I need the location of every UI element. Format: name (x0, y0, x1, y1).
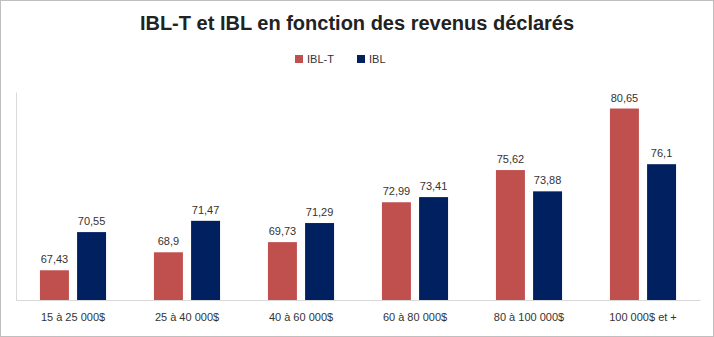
data-label: 72,99 (383, 185, 411, 197)
legend-label: IBL (369, 53, 386, 65)
bar (533, 191, 562, 300)
data-label: 70,55 (78, 215, 106, 227)
x-tick: 25 à 40 000$ (155, 311, 219, 323)
data-label: 73,88 (534, 174, 562, 186)
x-tick-label: 40 à 60 000$ (269, 311, 333, 323)
chart-container: IBL-T et IBL en fonction des revenus déc… (0, 0, 714, 337)
x-tick-label: 60 à 80 000$ (383, 311, 447, 323)
x-tick: 15 à 25 000$ (41, 311, 105, 323)
legend-swatch (295, 55, 303, 63)
data-labels: 67,43 68,9 69,73 72,99 75,62 80,65 70,55 71,47 7… (41, 92, 673, 266)
bars (40, 109, 676, 300)
bar (40, 270, 69, 300)
y-axis-line (16, 93, 17, 301)
plot: 67,43 68,9 69,73 72,99 75,62 80,65 70,55 71,47 7… (17, 92, 701, 323)
data-label: 73,41 (420, 180, 448, 192)
bar (496, 170, 525, 300)
chart-title: IBL-T et IBL en fonction des revenus déc… (140, 12, 574, 34)
legend: IBL-T IBL (295, 53, 386, 65)
x-tick: 100 000$ et + (609, 311, 677, 323)
data-label: 71,47 (192, 204, 220, 216)
x-tick-label: 100 000$ et + (609, 311, 677, 323)
chart-svg: IBL-T et IBL en fonction des revenus déc… (0, 0, 714, 337)
x-tick: 80 à 100 000$ (494, 311, 564, 323)
bar (610, 109, 639, 300)
x-tick: 60 à 80 000$ (383, 311, 447, 323)
data-label: 69,73 (269, 225, 297, 237)
data-label: 68,9 (158, 235, 179, 247)
bar (382, 202, 411, 300)
data-label: 75,62 (497, 153, 525, 165)
x-tick-label: 25 à 40 000$ (155, 311, 219, 323)
x-tick-label: 15 à 25 000$ (41, 311, 105, 323)
x-axis-line (17, 300, 701, 301)
data-label: 80,65 (611, 92, 639, 104)
x-tick: 40 à 60 000$ (269, 311, 333, 323)
bar (268, 242, 297, 300)
bar (305, 223, 334, 300)
bar (77, 232, 106, 300)
data-label: 71,29 (306, 206, 334, 218)
bar (191, 221, 220, 300)
bar (154, 252, 183, 300)
data-label: 67,43 (41, 253, 69, 265)
legend-label: IBL-T (307, 53, 334, 65)
x-tick-label: 80 à 100 000$ (494, 311, 564, 323)
x-axis: 15 à 25 000$ 25 à 40 000$ 40 à 60 000$ 60 à… (17, 301, 701, 323)
data-label: 76,1 (651, 147, 672, 159)
y-axis (16, 93, 17, 301)
legend-swatch (357, 55, 365, 63)
bar (419, 197, 448, 300)
bar (647, 164, 676, 300)
chart-border (1, 1, 714, 337)
